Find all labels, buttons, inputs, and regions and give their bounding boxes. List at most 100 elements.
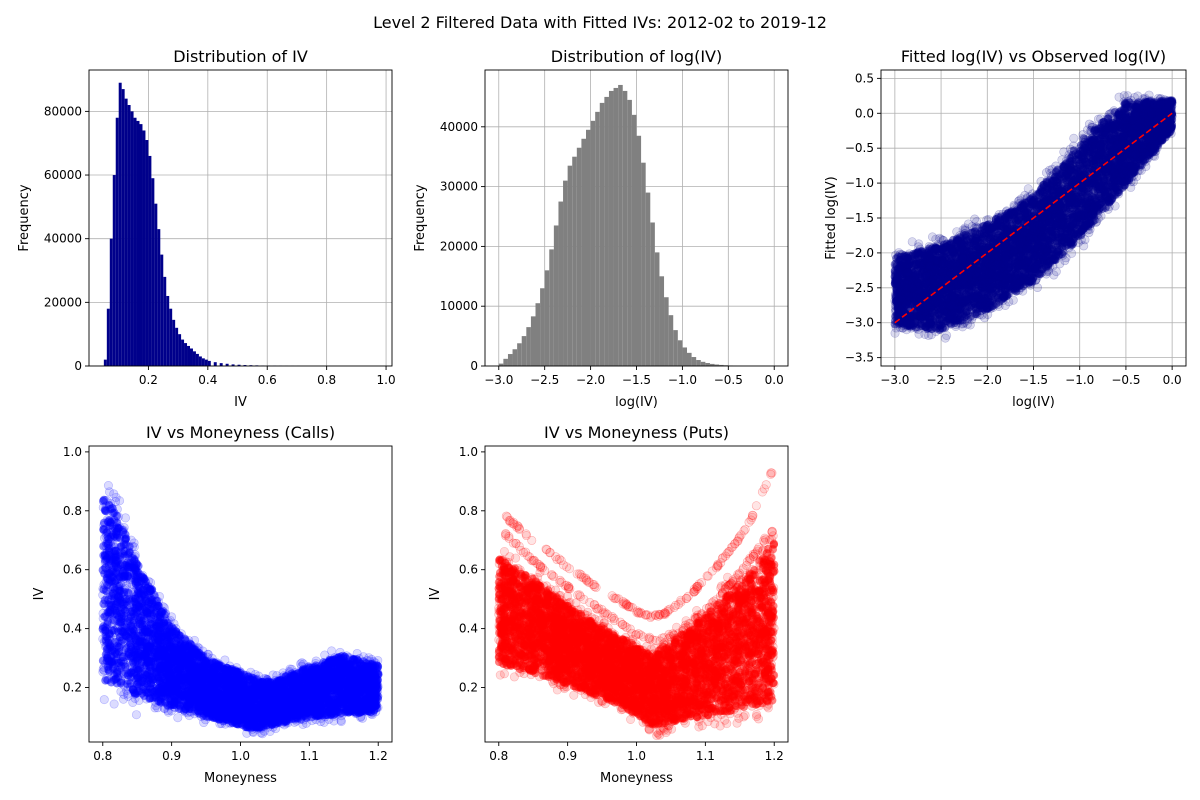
histogram-bar xyxy=(133,117,137,366)
histogram-bar xyxy=(175,327,179,366)
histogram-bar xyxy=(631,114,637,366)
scatter-point xyxy=(1114,92,1124,102)
scatter-point xyxy=(927,232,937,242)
histogram-bar xyxy=(195,353,199,366)
figure-title: Level 2 Filtered Data with Fitted IVs: 2… xyxy=(373,13,827,32)
histogram-bar xyxy=(201,358,205,366)
histogram-bar xyxy=(691,357,697,366)
histogram-bar xyxy=(130,111,134,366)
histogram-bar xyxy=(148,155,152,366)
x-tick-label: −2.5 xyxy=(530,373,559,387)
histogram-bar xyxy=(512,349,518,366)
histogram-bar xyxy=(535,303,541,366)
histogram-bar xyxy=(154,203,158,366)
scatter-point xyxy=(1041,168,1051,178)
histogram-bar xyxy=(145,140,149,366)
scatter-point xyxy=(1008,295,1018,305)
plot-area xyxy=(485,70,788,366)
histogram-bar xyxy=(498,363,504,366)
histogram-bar xyxy=(719,364,724,366)
y-tick-label: 80000 xyxy=(44,104,82,118)
scatter-point xyxy=(1049,270,1059,280)
histogram-bar xyxy=(237,364,241,366)
histogram-bar xyxy=(163,276,167,366)
histogram-bar xyxy=(650,222,655,366)
histogram-bar xyxy=(608,90,614,366)
histogram-bar xyxy=(553,225,559,366)
histogram-bar xyxy=(225,363,229,366)
histogram-bar xyxy=(139,124,143,366)
y-tick-label: 0 xyxy=(470,359,478,373)
scatter-point xyxy=(1069,133,1079,143)
histogram-bar xyxy=(181,339,185,366)
scatter-point xyxy=(1059,147,1069,157)
histogram-bar xyxy=(714,364,720,366)
scatter-point xyxy=(931,234,941,244)
histogram-bar xyxy=(169,308,173,366)
x-tick-label: 0.4 xyxy=(198,373,217,387)
histogram-bar xyxy=(187,345,190,366)
histogram-bar xyxy=(219,363,223,366)
y-tick-label: 10000 xyxy=(440,299,478,313)
histogram-bar xyxy=(622,90,628,366)
y-tick-label: 20000 xyxy=(44,295,82,309)
subplot-title: Distribution of log(IV) xyxy=(551,47,722,66)
histogram-bar xyxy=(549,249,554,366)
histogram-bar xyxy=(576,147,582,366)
x-tick-label: −2.0 xyxy=(576,373,605,387)
x-tick-label: −0.5 xyxy=(714,373,743,387)
histogram-bar xyxy=(530,316,536,366)
x-tick-label: −3.0 xyxy=(484,373,513,387)
x-tick-label: 0.0 xyxy=(765,373,784,387)
x-tick-label: 0.2 xyxy=(139,373,158,387)
histogram-bar xyxy=(109,238,113,366)
histogram-bar xyxy=(544,270,550,366)
histogram-bar xyxy=(687,352,692,366)
histogram-bar xyxy=(127,105,131,366)
histogram-bar xyxy=(118,82,122,366)
scatter-point xyxy=(907,237,917,247)
x-axis-label: log(IV) xyxy=(615,395,658,410)
chart-fitted-scatter: −3.0 −2.5 −2.0 −1.5 −1.0 −0.5 0.0−3.5−3.0−2.5−… xyxy=(824,47,1187,410)
plot-area xyxy=(881,70,1186,366)
x-tick-label: 1.0 xyxy=(377,373,396,387)
histogram-bar xyxy=(172,319,176,366)
histogram-bar xyxy=(526,327,531,366)
histogram-bar xyxy=(103,359,107,366)
scatter-point xyxy=(1084,119,1094,129)
scatter-point xyxy=(890,328,900,338)
histogram-bar xyxy=(604,96,609,366)
scatter-point xyxy=(1033,283,1043,293)
y-tick-label: 40000 xyxy=(440,120,478,134)
histogram-bar xyxy=(700,361,706,366)
histogram-bar xyxy=(507,354,513,366)
histogram-bar xyxy=(184,343,188,366)
histogram-bar xyxy=(243,365,247,366)
histogram-bar xyxy=(641,162,646,366)
histogram-bar xyxy=(190,348,193,366)
y-tick-label: 20000 xyxy=(440,239,478,253)
subplot-title: Distribution of IV xyxy=(173,47,308,66)
plot-area xyxy=(89,70,392,366)
histogram-bar xyxy=(204,359,208,366)
scatter-point xyxy=(1023,184,1033,194)
histogram-bar xyxy=(112,175,116,366)
histogram-bar xyxy=(599,102,605,366)
histogram-bar xyxy=(664,297,669,366)
histogram-bar xyxy=(166,295,170,366)
histogram-bar xyxy=(124,98,128,366)
y-tick-label: 0 xyxy=(74,359,82,373)
histogram-bar xyxy=(668,315,674,366)
histogram-bar xyxy=(567,165,573,366)
histogram-bar xyxy=(115,117,119,366)
histogram-bar xyxy=(121,89,125,366)
histogram-bar xyxy=(677,340,683,366)
histogram-bar xyxy=(572,156,577,366)
chart-logiv-hist: −3.0 −2.5 −2.0 −1.5 −1.0 −0.5 0.00100002000030… xyxy=(413,47,789,410)
histogram-bar xyxy=(157,229,161,366)
histogram-bar xyxy=(503,358,508,366)
histogram-bar xyxy=(540,288,545,366)
histogram-bar xyxy=(709,363,715,366)
y-tick-label: 40000 xyxy=(44,232,82,246)
histogram-bar xyxy=(581,138,586,366)
